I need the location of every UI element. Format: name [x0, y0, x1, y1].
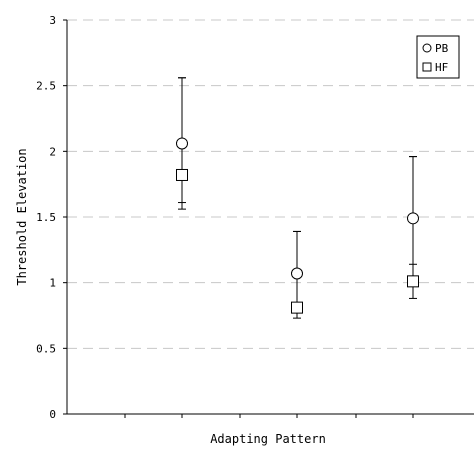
y-tick-label: 3	[49, 14, 56, 27]
x-axis-title: Adapting Pattern	[210, 432, 326, 446]
y-tick-label: 2.5	[36, 80, 56, 93]
y-ticks: 0 0.5 1 1.5 2 2.5 3	[36, 14, 67, 421]
legend-label-pb: PB	[435, 42, 449, 55]
y-tick-label: 0.5	[36, 342, 56, 355]
y-tick-label: 2	[49, 145, 56, 158]
y-tick-label: 0	[49, 408, 56, 421]
data-point-square	[291, 301, 303, 314]
legend: PB HF	[416, 35, 460, 79]
error-bars	[178, 77, 417, 319]
data-point-circle	[176, 137, 188, 150]
y-tick-label: 1	[49, 277, 56, 290]
legend-square-marker	[422, 62, 432, 72]
x-ticks	[124, 414, 414, 418]
y-tick-label: 1.5	[36, 211, 56, 224]
data-point-square	[176, 168, 188, 181]
y-axis-title: Threshold Elevation	[15, 148, 29, 285]
data-point-circle	[291, 267, 303, 280]
data-point-circle	[407, 212, 419, 225]
data-markers	[176, 137, 419, 314]
grid-lines	[67, 19, 474, 349]
legend-label-hf: HF	[435, 61, 448, 74]
data-point-square	[407, 275, 419, 288]
legend-circle-marker	[422, 43, 432, 53]
